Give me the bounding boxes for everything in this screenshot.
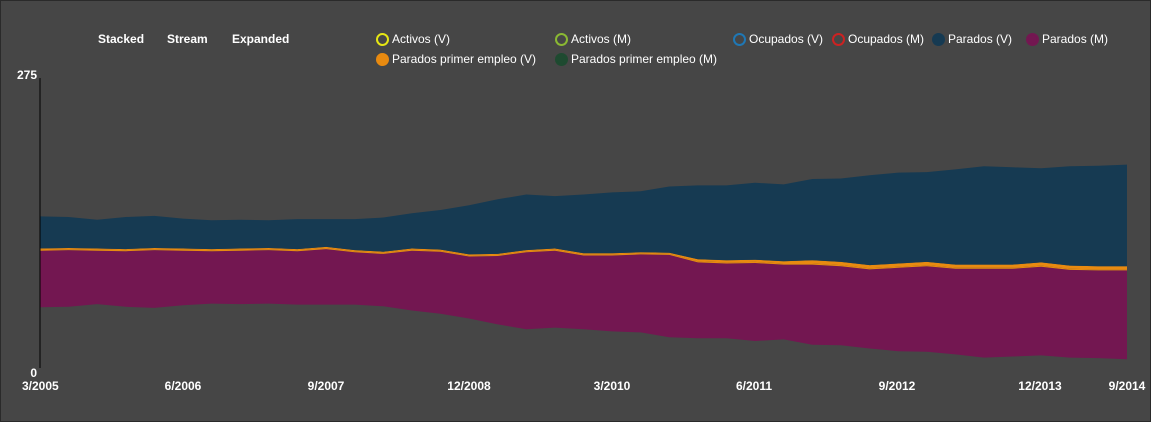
legend-dot-icon [832, 32, 845, 46]
legend-dot-icon [376, 32, 389, 46]
legend-label: Parados primer empleo (M) [571, 52, 718, 66]
x-tick-label: 3/2010 [594, 379, 631, 393]
legend-item-parados-primer-empleo-v[interactable]: Parados primer empleo (V) [376, 52, 536, 66]
legend-dot-icon [555, 52, 568, 66]
area-parados-v[interactable] [40, 164, 1127, 267]
legend-item-activos-m[interactable]: Activos (M) [555, 32, 631, 46]
area-parados-m[interactable] [40, 249, 1127, 360]
x-tick-label: 6/2011 [736, 379, 772, 393]
chart-areas [40, 164, 1127, 360]
legend-label: Parados (M) [1042, 32, 1109, 46]
expanded-mode-button[interactable]: Expanded [232, 32, 290, 46]
x-tick-label: 9/2014 [1109, 379, 1146, 393]
legend-dot-icon [376, 52, 389, 66]
area-parados-primer-empleo-m[interactable] [40, 246, 1127, 270]
x-tick-label: 3/2005 [22, 379, 59, 393]
area-parados-primer-empleo-v[interactable] [40, 248, 1127, 271]
legend-label: Activos (M) [571, 32, 631, 46]
legend-dot-icon [733, 32, 746, 46]
legend-dot-icon [555, 32, 568, 46]
legend-dot-icon [932, 32, 945, 46]
stream-mode-button[interactable]: Stream [167, 32, 208, 46]
legend-dot-icon [1026, 32, 1039, 46]
legend-item-parados-primer-empleo-m[interactable]: Parados primer empleo (M) [555, 52, 717, 66]
legend-item-ocupados-m[interactable]: Ocupados (M) [832, 32, 924, 46]
y-tick-label-top: 275 [17, 68, 37, 82]
legend-item-parados-v[interactable]: Parados (V) [932, 32, 1012, 46]
legend-label: Parados primer empleo (V) [392, 52, 537, 66]
legend-label: Ocupados (V) [749, 32, 824, 46]
legend-item-activos-v[interactable]: Activos (V) [376, 32, 450, 46]
y-tick-label-bottom: 0 [30, 366, 37, 380]
x-tick-label: 9/2007 [308, 379, 345, 393]
stacked-mode-button[interactable]: Stacked [98, 32, 145, 46]
x-tick-label: 9/2012 [879, 379, 916, 393]
legend-label: Parados (V) [948, 32, 1013, 46]
legend-label: Ocupados (M) [848, 32, 925, 46]
legend-label: Activos (V) [392, 32, 451, 46]
x-tick-label: 6/2006 [165, 379, 202, 393]
legend-item-parados-m[interactable]: Parados (M) [1026, 32, 1108, 46]
legend-item-ocupados-v[interactable]: Ocupados (V) [733, 32, 823, 46]
x-axis-ticks: 3/2005 6/2006 9/2007 12/2008 3/2010 6/2011 9/2… [22, 379, 1146, 393]
x-tick-label: 12/2008 [447, 379, 491, 393]
x-tick-label: 12/2013 [1018, 379, 1062, 393]
